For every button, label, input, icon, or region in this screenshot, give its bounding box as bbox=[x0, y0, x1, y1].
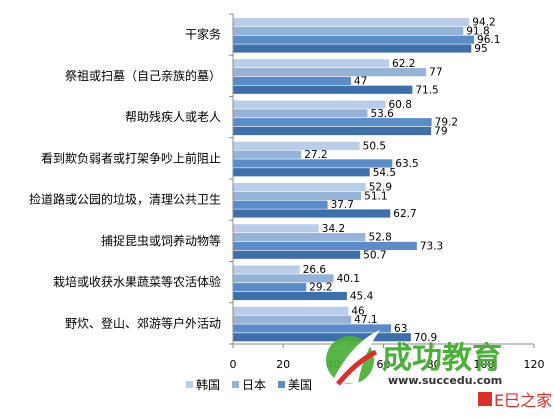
bar bbox=[233, 59, 390, 68]
data-label: 34.2 bbox=[322, 223, 345, 235]
data-label: 62.7 bbox=[393, 208, 416, 220]
bar bbox=[233, 68, 427, 77]
x-tick-label: 60 bbox=[377, 358, 391, 371]
x-tick-label: 100 bbox=[473, 358, 494, 371]
bar bbox=[233, 265, 300, 274]
data-label: 77 bbox=[429, 67, 442, 79]
bar bbox=[233, 141, 360, 150]
data-label: 63.5 bbox=[395, 158, 418, 170]
category-label: 祭祖或扫墓（自己亲族的墓） bbox=[65, 68, 221, 83]
data-label: 47 bbox=[354, 75, 367, 87]
data-label: 73.3 bbox=[420, 240, 443, 252]
bar bbox=[233, 250, 361, 259]
legend-label: 美国 bbox=[288, 378, 312, 392]
data-label: 71.5 bbox=[415, 84, 438, 96]
data-label: 60.8 bbox=[389, 99, 412, 111]
bar bbox=[233, 333, 411, 342]
data-label: 45.4 bbox=[350, 291, 374, 303]
labels-layer: 94.291.896.195 干家务 62.2 77 47 71.5 祭祖或扫墓（自己亲族的… bbox=[29, 17, 545, 371]
data-label: 62.2 bbox=[392, 58, 415, 70]
data-label: 63 bbox=[394, 323, 407, 335]
bar bbox=[233, 118, 432, 127]
data-label: 40.1 bbox=[337, 273, 360, 285]
bar bbox=[233, 306, 349, 315]
data-label: 79 bbox=[434, 126, 447, 138]
bar bbox=[233, 150, 302, 159]
data-label: 37.7 bbox=[331, 199, 354, 211]
x-tick-label: 40 bbox=[326, 358, 340, 371]
data-label: 29.2 bbox=[309, 282, 332, 294]
bar bbox=[233, 26, 464, 35]
data-label: 26.6 bbox=[303, 264, 327, 276]
bar bbox=[233, 291, 347, 301]
legend-swatch bbox=[278, 381, 285, 388]
legend-label: 日本 bbox=[242, 378, 266, 392]
legend-swatch bbox=[186, 381, 193, 388]
legend: 韩国 日本 美国 bbox=[186, 377, 312, 392]
data-label: 50.7 bbox=[363, 249, 386, 261]
bar bbox=[233, 44, 472, 53]
data-label: 27.2 bbox=[304, 149, 327, 161]
category-label: 捕捉昆虫或饲养动物等 bbox=[101, 233, 221, 248]
bar bbox=[233, 274, 334, 283]
category-label: 野炊、登山、郊游等户外活动 bbox=[65, 315, 221, 330]
category-label: 看到欺负弱者或打架争吵上前阻止 bbox=[41, 150, 221, 165]
category-label: 帮助残疾人或老人 bbox=[125, 109, 221, 124]
category-label: 干家务 bbox=[185, 27, 221, 42]
axes-layer bbox=[229, 13, 535, 348]
bar bbox=[233, 241, 417, 251]
data-label: 91.8 bbox=[466, 25, 489, 37]
bar bbox=[233, 315, 352, 324]
bar bbox=[233, 224, 319, 233]
bar bbox=[233, 85, 413, 94]
x-tick-label: 80 bbox=[427, 358, 441, 371]
bar bbox=[233, 126, 432, 136]
bars-layer bbox=[233, 18, 475, 342]
x-tick-label: 20 bbox=[276, 358, 290, 371]
bar bbox=[233, 159, 393, 168]
data-label: 50.5 bbox=[363, 140, 386, 152]
x-tick-label: 120 bbox=[524, 358, 545, 371]
legend-swatch bbox=[232, 381, 239, 388]
data-label: 46 bbox=[351, 305, 365, 317]
bar bbox=[233, 191, 362, 200]
data-label: 51.1 bbox=[364, 190, 387, 202]
data-label: 96.1 bbox=[477, 34, 500, 46]
data-label: 53.6 bbox=[370, 108, 394, 120]
category-label: 捡道路或公园的垃圾，清理公共卫生 bbox=[29, 192, 221, 207]
x-tick-label: 0 bbox=[230, 358, 237, 371]
bar bbox=[233, 35, 475, 44]
legend-label: 韩国 bbox=[196, 377, 220, 392]
bar bbox=[233, 18, 470, 27]
bar bbox=[233, 100, 386, 109]
bar bbox=[233, 109, 368, 118]
data-label: 52.9 bbox=[369, 182, 392, 194]
data-label: 79.2 bbox=[435, 117, 458, 129]
bar bbox=[233, 200, 328, 209]
bar bbox=[233, 168, 370, 177]
bar bbox=[233, 183, 366, 192]
data-label: 54.5 bbox=[373, 167, 396, 179]
category-label: 栽培或收获水果蔬菜等农活体验 bbox=[53, 274, 221, 289]
bar bbox=[233, 233, 366, 242]
bar bbox=[233, 324, 392, 333]
data-label: 47.1 bbox=[354, 314, 377, 326]
bar bbox=[233, 209, 391, 218]
bar bbox=[233, 283, 307, 292]
data-label: 52.8 bbox=[368, 232, 391, 244]
data-label: 94.2 bbox=[472, 17, 495, 29]
data-label: 70.9 bbox=[414, 332, 437, 344]
data-label: 95 bbox=[474, 43, 487, 55]
bar bbox=[233, 76, 351, 86]
